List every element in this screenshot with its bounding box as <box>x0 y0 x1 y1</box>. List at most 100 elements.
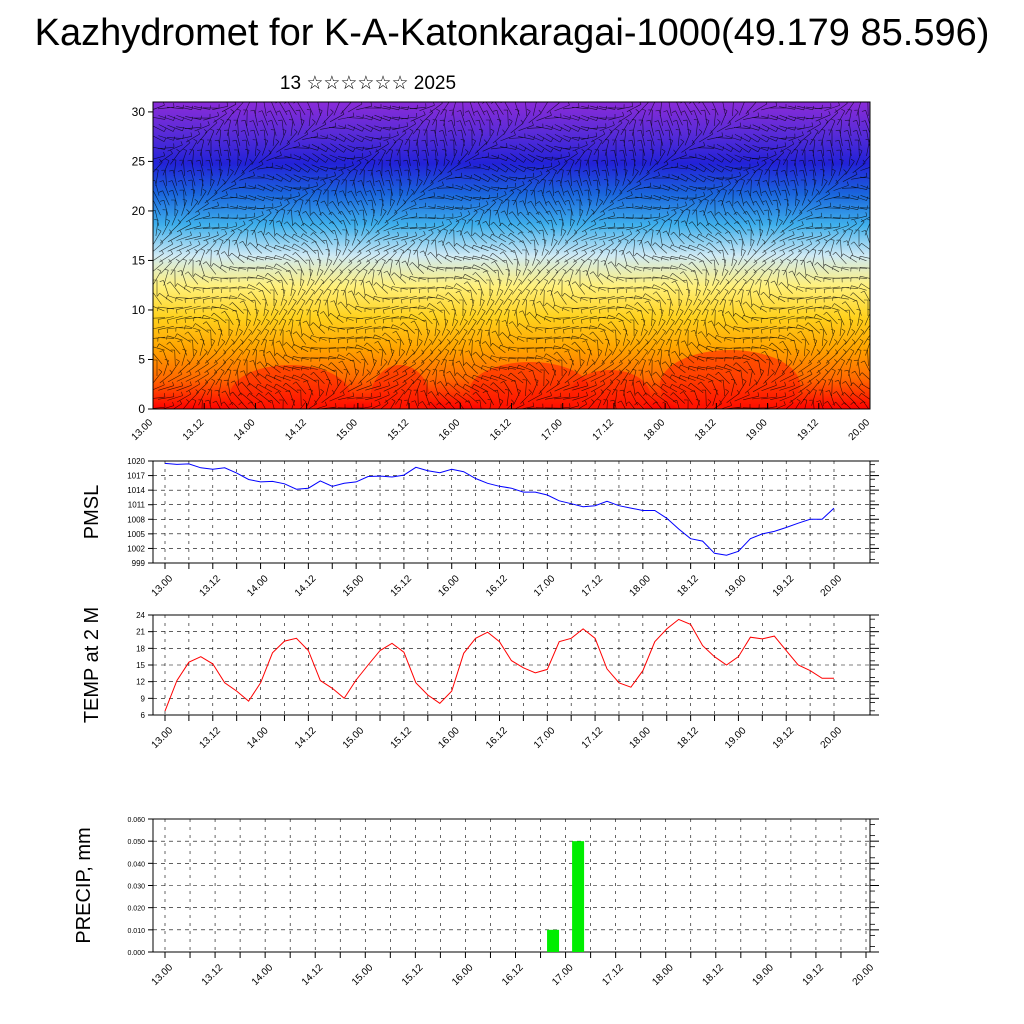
x-tick-label: 17.12 <box>580 725 606 751</box>
cross-section-hotspots <box>230 350 800 409</box>
y-tick-label: 0.060 <box>127 817 145 824</box>
pmsl-panel: 999 1002 1005 1008 1011 1014 1017 1020 13.00 13.1… <box>81 457 879 599</box>
x-tick-label: 19.00 <box>723 725 749 751</box>
x-tick-label: 19.12 <box>801 962 827 988</box>
warm-spot <box>660 350 800 409</box>
x-tick-label: 13.00 <box>130 417 156 443</box>
x-tick-label: 13.00 <box>150 962 176 988</box>
y-tick-label: 1014 <box>127 486 145 495</box>
x-tick-label: 16.00 <box>437 417 463 443</box>
y-tick-label: 24 <box>136 611 145 620</box>
y-tick-label: 1008 <box>127 515 145 524</box>
x-tick-label: 16.12 <box>484 573 510 599</box>
y-tick-label: 0.000 <box>127 950 145 957</box>
y-tick-label: 0.010 <box>127 928 145 935</box>
x-tick-label: 13.12 <box>197 725 223 751</box>
x-tick-label: 13.00 <box>150 725 176 751</box>
y-tick-label: 15 <box>132 253 146 267</box>
x-tick-label: 14.12 <box>293 725 319 751</box>
warm-spot <box>570 370 650 409</box>
x-tick-label: 18.12 <box>675 725 701 751</box>
x-tick-label: 14.00 <box>232 417 258 443</box>
x-tick-label: 15.12 <box>386 417 412 443</box>
page-title: Kazhydromet for K-A-Katonkaragai-1000(49… <box>34 12 990 54</box>
x-tick-label: 18.00 <box>628 725 654 751</box>
y-tick-label: 0.040 <box>127 861 145 868</box>
x-tick-label: 19.12 <box>771 725 797 751</box>
x-tick-label: 20.00 <box>847 417 873 443</box>
precipitation-panel: 0.000 0.010 0.020 0.030 0.040 0.050 0.060 13.00… <box>73 817 879 988</box>
x-tick-label: 19.00 <box>723 573 749 599</box>
y-tick-label: 5 <box>138 352 145 366</box>
x-tick-label: 14.12 <box>283 417 309 443</box>
x-tick-label: 15.12 <box>389 725 415 751</box>
y-tick-label: 18 <box>136 644 145 653</box>
x-tick-label: 19.00 <box>751 962 777 988</box>
wind-barbs <box>153 102 870 409</box>
precip-bar <box>547 929 560 952</box>
x-tick-label: 15.12 <box>400 962 426 988</box>
x-tick-label: 18.12 <box>693 417 719 443</box>
x-tick-label: 19.12 <box>771 573 797 599</box>
temperature-panel: 6 9 12 15 18 21 24 13.00 13.12 14.00 14.12 15.00 15.… <box>81 607 879 751</box>
y-tick-label: 6 <box>141 711 146 720</box>
x-tick-label: 16.12 <box>500 962 526 988</box>
x-tick-label: 20.00 <box>819 573 845 599</box>
page-subtitle: 13 ☆☆☆☆☆☆ 2025 <box>279 73 457 94</box>
y-tick-label: 0.050 <box>127 839 145 846</box>
y-tick-label: 15 <box>136 661 145 670</box>
x-tick-label: 16.00 <box>450 962 476 988</box>
x-tick-label: 19.00 <box>744 417 770 443</box>
x-tick-label: 15.00 <box>335 417 361 443</box>
warm-spot <box>470 362 590 409</box>
x-tick-label: 18.00 <box>650 962 676 988</box>
x-tick-label: 17.12 <box>591 417 617 443</box>
y-tick-label: 999 <box>132 559 146 568</box>
y-axis-label: TEMP at 2 M <box>81 607 103 723</box>
x-tick-label: 20.00 <box>851 962 877 988</box>
y-tick-label: 1002 <box>127 544 145 553</box>
x-tick-label: 18.12 <box>675 573 701 599</box>
x-tick-label: 14.12 <box>300 962 326 988</box>
x-tick-label: 17.00 <box>532 725 558 751</box>
x-tick-label: 13.00 <box>150 573 176 599</box>
x-tick-label: 19.12 <box>795 417 821 443</box>
y-tick-label: 0.030 <box>127 884 145 891</box>
y-axis-label: PRECIP, mm <box>73 827 95 943</box>
y-tick-label: 1011 <box>128 501 146 510</box>
x-tick-label: 18.12 <box>700 962 726 988</box>
y-tick-label: 0 <box>138 402 145 416</box>
x-tick-label: 16.00 <box>436 725 462 751</box>
x-tick-label: 16.12 <box>484 725 510 751</box>
y-axis-label: PMSL <box>81 485 103 539</box>
x-tick-label: 16.00 <box>436 573 462 599</box>
x-tick-label: 17.12 <box>600 962 626 988</box>
x-tick-label: 13.12 <box>197 573 223 599</box>
x-tick-label: 17.12 <box>580 573 606 599</box>
x-tick-label: 15.00 <box>341 573 367 599</box>
x-tick-label: 15.00 <box>350 962 376 988</box>
wind-barb-field <box>153 102 870 409</box>
y-tick-label: 9 <box>141 694 146 703</box>
y-tick-label: 30 <box>132 105 146 119</box>
x-tick-label: 15.00 <box>341 725 367 751</box>
temperature-line <box>164 618 834 712</box>
y-tick-label: 25 <box>132 154 146 168</box>
warm-spot <box>230 365 350 409</box>
x-tick-label: 14.00 <box>245 573 271 599</box>
warm-spot <box>370 365 430 409</box>
x-tick-label: 14.12 <box>293 573 319 599</box>
y-tick-label: 20 <box>132 204 146 218</box>
x-tick-label: 13.12 <box>200 962 226 988</box>
x-tick-label: 17.00 <box>550 962 576 988</box>
y-tick-label: 10 <box>132 303 146 317</box>
x-tick-label: 17.00 <box>532 573 558 599</box>
x-tick-label: 15.12 <box>389 573 415 599</box>
x-tick-label: 18.00 <box>642 417 668 443</box>
x-tick-label: 18.00 <box>628 573 654 599</box>
x-tick-label: 20.00 <box>819 725 845 751</box>
x-tick-label: 13.12 <box>181 417 207 443</box>
pmsl-line <box>164 462 835 556</box>
y-tick-label: 1005 <box>127 530 145 539</box>
